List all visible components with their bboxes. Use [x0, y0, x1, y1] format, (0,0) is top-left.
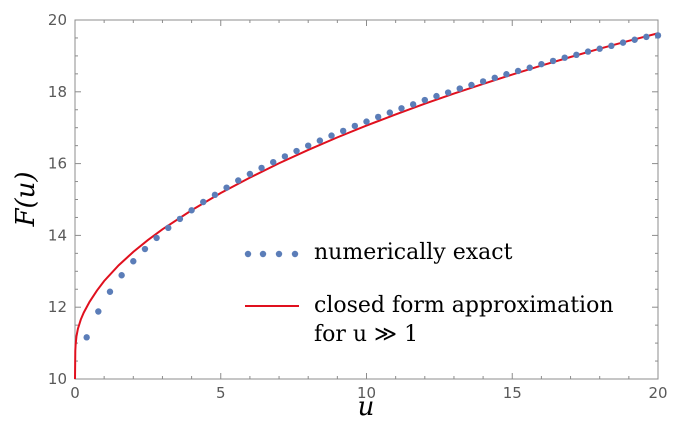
data-point-exact: [409, 101, 417, 108]
data-point-exact: [176, 215, 184, 223]
x-tick-label: 0: [70, 384, 80, 402]
x-tick-label: 5: [216, 384, 226, 402]
y-tick-label: 14: [48, 226, 67, 244]
data-point-exact: [491, 74, 498, 82]
data-point-exact: [538, 60, 545, 68]
legend-label-exact: numerically exact: [314, 240, 513, 265]
x-tick-label: 15: [503, 384, 522, 402]
data-point-exact: [106, 288, 114, 295]
y-tick-label: 20: [48, 11, 67, 29]
data-point-exact: [573, 51, 580, 59]
data-point-exact: [479, 78, 487, 85]
axis-ticks: 0 5 10 15 20 10 12 14 16 18 20: [48, 11, 668, 402]
legend-dot: [275, 250, 283, 258]
data-point-exact: [608, 42, 615, 50]
data-point-exact: [200, 198, 207, 206]
data-point-exact: [141, 245, 149, 253]
legend-label-approx-line2: for u ≫ 1: [314, 322, 418, 347]
data-point-exact: [246, 170, 254, 178]
data-point-exact: [596, 45, 603, 52]
data-point-exact: [316, 137, 324, 144]
data-point-exact: [351, 122, 359, 130]
data-point-exact: [223, 184, 230, 191]
legend-dots-swatch: [244, 250, 299, 258]
data-point-exact: [130, 258, 137, 265]
data-point-exact: [258, 164, 265, 172]
x-axis-label: u: [358, 392, 375, 422]
data-point-exact: [165, 224, 172, 232]
x-tick-label: 10: [357, 384, 376, 402]
data-point-exact: [549, 57, 557, 65]
data-point-exact: [328, 132, 335, 139]
y-tick-label: 16: [48, 155, 67, 173]
data-point-exact: [270, 158, 277, 166]
data-point-exact: [153, 234, 160, 242]
legend: numerically exact closed form approximat…: [244, 240, 614, 347]
data-point-exact: [433, 92, 440, 100]
data-point-exact: [468, 81, 475, 89]
data-point-exact: [363, 118, 370, 125]
data-point-exact: [444, 89, 452, 96]
legend-label-approx: closed form approximation: [314, 293, 614, 318]
data-point-exact: [619, 39, 627, 46]
x-tick-label: 20: [648, 384, 667, 402]
y-axis-label: F(u): [11, 171, 41, 227]
data-point-exact: [643, 33, 650, 41]
data-point-exact: [83, 334, 90, 341]
legend-dot: [291, 250, 299, 258]
data-point-exact: [398, 105, 405, 112]
data-point-exact: [584, 48, 592, 55]
y-tick-label: 18: [48, 83, 67, 101]
legend-dot: [244, 250, 252, 258]
data-point-exact: [281, 153, 289, 160]
data-point-exact: [503, 71, 510, 78]
data-point-exact: [95, 308, 102, 315]
data-point-exact: [631, 36, 638, 43]
data-point-exact: [526, 64, 533, 71]
data-point-exact: [188, 207, 195, 214]
series-closed-form-line: [74, 32, 659, 380]
y-tick-label: 12: [48, 298, 67, 316]
data-point-exact: [118, 272, 125, 279]
data-point-exact: [421, 96, 428, 104]
data-point-exact: [235, 177, 242, 184]
plot-marks: [74, 32, 662, 380]
data-point-exact: [305, 142, 312, 149]
data-point-exact: [514, 67, 522, 75]
y-tick-label: 10: [48, 370, 67, 388]
data-point-exact: [339, 127, 347, 135]
data-point-exact: [561, 54, 568, 61]
data-point-exact: [654, 32, 662, 39]
legend-dot: [259, 250, 267, 258]
data-point-exact: [386, 109, 394, 116]
data-point-exact: [456, 85, 463, 92]
data-point-exact: [374, 113, 382, 121]
data-point-exact: [293, 147, 300, 155]
data-point-exact: [211, 191, 219, 199]
